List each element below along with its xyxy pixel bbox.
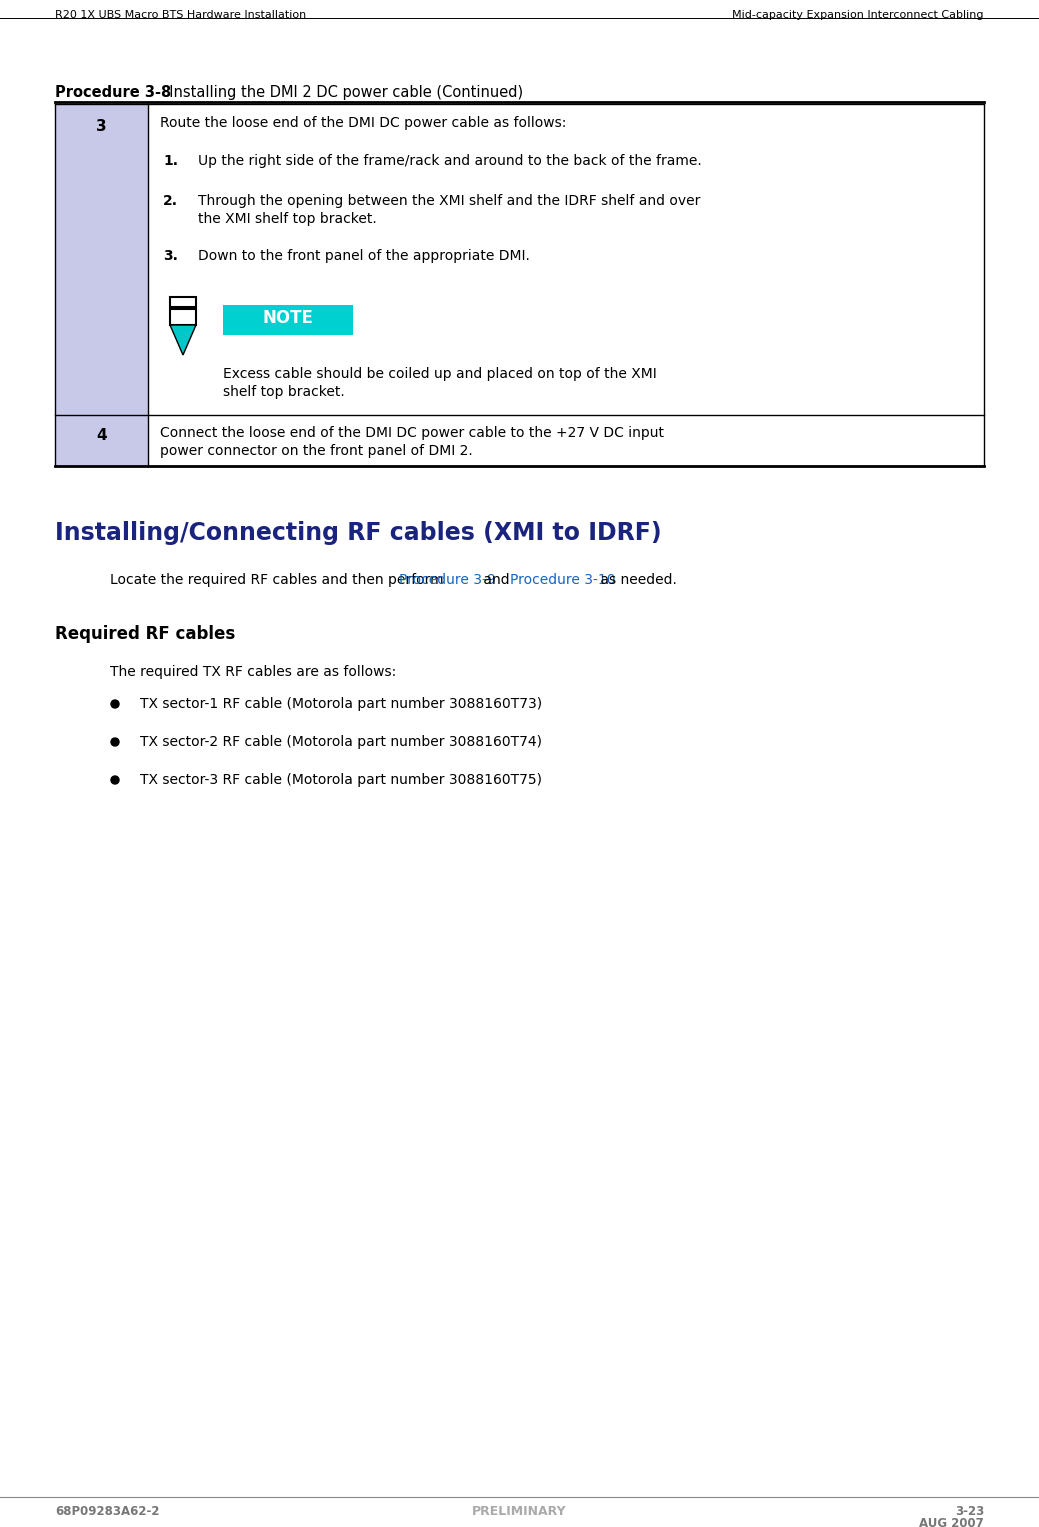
Text: and: and	[479, 573, 514, 586]
Circle shape	[111, 699, 119, 709]
Text: 1.: 1.	[163, 154, 178, 168]
Polygon shape	[170, 325, 196, 354]
Text: Down to the front panel of the appropriate DMI.: Down to the front panel of the appropria…	[198, 249, 530, 263]
Text: 3-23: 3-23	[955, 1506, 984, 1518]
Text: Procedure 3-9: Procedure 3-9	[399, 573, 496, 586]
Text: 4: 4	[97, 428, 107, 443]
Text: Mid-capacity Expansion Interconnect Cabling: Mid-capacity Expansion Interconnect Cabl…	[732, 11, 984, 20]
Text: TX sector-2 RF cable (Motorola part number 3088160T74): TX sector-2 RF cable (Motorola part numb…	[140, 734, 542, 750]
Text: Route the loose end of the DMI DC power cable as follows:: Route the loose end of the DMI DC power …	[160, 116, 566, 130]
FancyBboxPatch shape	[55, 104, 148, 415]
Text: Excess cable should be coiled up and placed on top of the XMI
shelf top bracket.: Excess cable should be coiled up and pla…	[223, 366, 657, 400]
Text: Procedure 3-8: Procedure 3-8	[55, 86, 171, 99]
FancyBboxPatch shape	[55, 415, 148, 466]
Text: as needed.: as needed.	[595, 573, 676, 586]
Circle shape	[111, 738, 119, 747]
Text: Required RF cables: Required RF cables	[55, 625, 235, 643]
FancyBboxPatch shape	[223, 305, 353, 334]
Text: TX sector-3 RF cable (Motorola part number 3088160T75): TX sector-3 RF cable (Motorola part numb…	[140, 773, 542, 786]
Text: Up the right side of the frame/rack and around to the back of the frame.: Up the right side of the frame/rack and …	[198, 154, 701, 168]
FancyBboxPatch shape	[170, 296, 196, 307]
Text: Installing the DMI 2 DC power cable (Continued): Installing the DMI 2 DC power cable (Con…	[160, 86, 523, 99]
Text: 3.: 3.	[163, 249, 178, 263]
Text: 2.: 2.	[163, 194, 178, 208]
Text: NOTE: NOTE	[263, 308, 314, 327]
Text: PRELIMINARY: PRELIMINARY	[472, 1506, 566, 1518]
Text: 68P09283A62-2: 68P09283A62-2	[55, 1506, 160, 1518]
Text: Connect the loose end of the DMI DC power cable to the +27 V DC input
power conn: Connect the loose end of the DMI DC powe…	[160, 426, 664, 458]
Text: R20 1X UBS Macro BTS Hardware Installation: R20 1X UBS Macro BTS Hardware Installati…	[55, 11, 307, 20]
Circle shape	[111, 776, 119, 783]
Text: Locate the required RF cables and then perform: Locate the required RF cables and then p…	[110, 573, 448, 586]
Text: Through the opening between the XMI shelf and the IDRF shelf and over
the XMI sh: Through the opening between the XMI shel…	[198, 194, 700, 226]
Text: AUG 2007: AUG 2007	[920, 1516, 984, 1527]
Text: TX sector-1 RF cable (Motorola part number 3088160T73): TX sector-1 RF cable (Motorola part numb…	[140, 696, 542, 712]
Text: Procedure 3-10: Procedure 3-10	[510, 573, 615, 586]
Text: Installing/Connecting RF cables (XMI to IDRF): Installing/Connecting RF cables (XMI to …	[55, 521, 662, 545]
Text: 3: 3	[97, 119, 107, 134]
Text: The required TX RF cables are as follows:: The required TX RF cables are as follows…	[110, 664, 396, 680]
FancyBboxPatch shape	[170, 308, 196, 325]
